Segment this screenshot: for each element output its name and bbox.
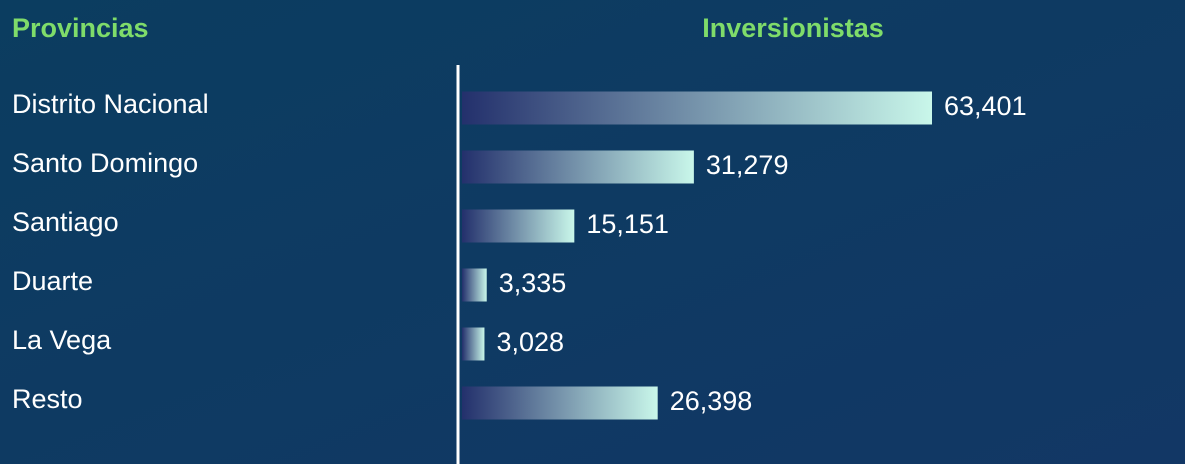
value-label: 26,398: [670, 386, 753, 416]
bar: [462, 327, 485, 361]
bar: [462, 386, 658, 420]
bar: [462, 209, 575, 243]
value-label: 63,401: [944, 91, 1027, 121]
value-label: 31,279: [706, 150, 789, 180]
category-header: Provincias: [12, 13, 149, 43]
category-label: Duarte: [12, 266, 93, 296]
value-label: 3,028: [496, 327, 564, 357]
category-label: Distrito Nacional: [12, 89, 209, 119]
value-label: 15,151: [586, 209, 669, 239]
bar: [462, 150, 694, 184]
value-header: Inversionistas: [702, 13, 884, 43]
bar: [462, 268, 487, 302]
category-label: Santo Domingo: [12, 148, 198, 178]
category-label: Resto: [12, 384, 83, 414]
category-label: Santiago: [12, 207, 119, 237]
value-label: 3,335: [499, 268, 567, 298]
bar: [462, 91, 932, 125]
category-label: La Vega: [12, 325, 112, 355]
